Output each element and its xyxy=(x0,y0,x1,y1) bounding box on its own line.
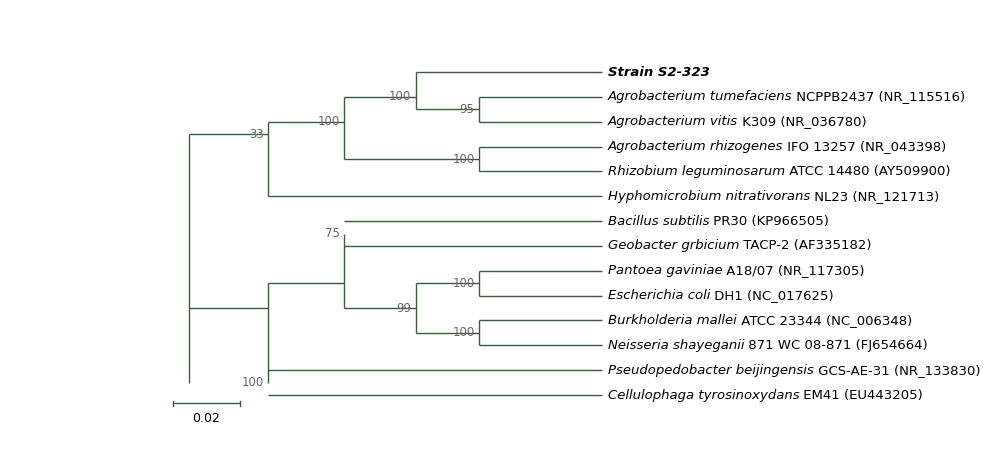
Text: NCPPB2437 (NR_115516): NCPPB2437 (NR_115516) xyxy=(792,90,965,103)
Text: DH1 (NC_017625): DH1 (NC_017625) xyxy=(710,289,834,302)
Text: 0.02: 0.02 xyxy=(192,412,220,425)
Text: 100: 100 xyxy=(452,152,475,165)
Text: 100: 100 xyxy=(317,115,340,128)
Text: Strain S2-323: Strain S2-323 xyxy=(608,66,710,79)
Text: NL23 (NR_121713): NL23 (NR_121713) xyxy=(810,190,939,203)
Text: Pantoea gaviniae: Pantoea gaviniae xyxy=(608,264,722,277)
Text: 100: 100 xyxy=(452,277,475,290)
Text: Burkholderia mallei: Burkholderia mallei xyxy=(608,314,737,327)
Text: ATCC 23344 (NC_006348): ATCC 23344 (NC_006348) xyxy=(737,314,912,327)
Text: Agrobacterium rhizogenes: Agrobacterium rhizogenes xyxy=(608,140,783,153)
Text: IFO 13257 (NR_043398): IFO 13257 (NR_043398) xyxy=(783,140,946,153)
Text: Cellulophaga tyrosinoxydans: Cellulophaga tyrosinoxydans xyxy=(608,389,799,402)
Text: TACP-2 (AF335182): TACP-2 (AF335182) xyxy=(739,240,872,253)
Text: 100: 100 xyxy=(241,376,264,389)
Text: Bacillus subtilis: Bacillus subtilis xyxy=(608,215,709,227)
Text: 75: 75 xyxy=(325,227,340,240)
Text: Escherichia coli: Escherichia coli xyxy=(608,289,710,302)
Text: Agrobacterium tumefaciens: Agrobacterium tumefaciens xyxy=(608,90,792,103)
Text: 99: 99 xyxy=(396,302,411,315)
Text: A18/07 (NR_117305): A18/07 (NR_117305) xyxy=(722,264,865,277)
Text: 871 WC 08-871 (FJ654664): 871 WC 08-871 (FJ654664) xyxy=(744,339,928,352)
Text: K309 (NR_036780): K309 (NR_036780) xyxy=(738,115,867,128)
Text: GCS-AE-31 (NR_133830): GCS-AE-31 (NR_133830) xyxy=(814,363,980,377)
Text: Pseudopedobacter beijingensis: Pseudopedobacter beijingensis xyxy=(608,363,814,377)
Text: ATCC 14480 (AY509900): ATCC 14480 (AY509900) xyxy=(785,165,950,178)
Text: Agrobacterium vitis: Agrobacterium vitis xyxy=(608,115,738,128)
Text: 100: 100 xyxy=(389,90,411,103)
Text: 100: 100 xyxy=(452,326,475,339)
Text: PR30 (KP966505): PR30 (KP966505) xyxy=(709,215,829,227)
Text: Hyphomicrobium nitrativorans: Hyphomicrobium nitrativorans xyxy=(608,190,810,203)
Text: 33: 33 xyxy=(249,128,264,141)
Text: Geobacter grbicium: Geobacter grbicium xyxy=(608,240,739,253)
Text: 95: 95 xyxy=(460,103,475,116)
Text: Rhizobium leguminosarum: Rhizobium leguminosarum xyxy=(608,165,785,178)
Text: Neisseria shayeganii: Neisseria shayeganii xyxy=(608,339,744,352)
Text: EM41 (EU443205): EM41 (EU443205) xyxy=(799,389,923,402)
